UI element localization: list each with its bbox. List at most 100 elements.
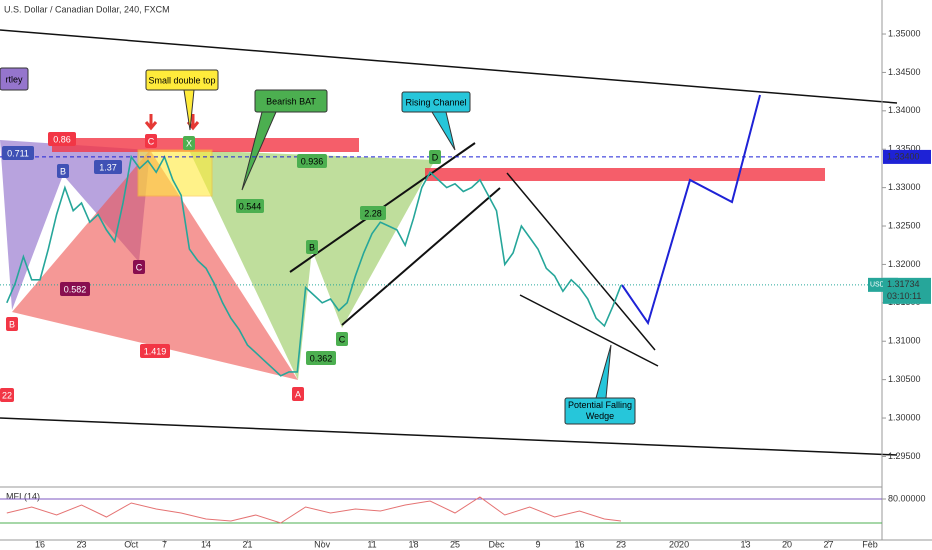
- annotation-box: [140, 344, 170, 358]
- x-tick-label: Dec: [488, 539, 505, 549]
- y-tick-label: 1.33500: [888, 144, 921, 154]
- price-badge: [883, 277, 931, 304]
- annotation: B: [60, 166, 66, 176]
- wedge-line: [519, 294, 659, 367]
- channel-line: [341, 187, 501, 326]
- annotation-box: [292, 387, 304, 401]
- annotation: X: [186, 138, 192, 148]
- annotation: 0.544: [239, 201, 262, 211]
- y-tick-label: 1.29500: [888, 451, 921, 461]
- annotation: C: [339, 334, 346, 344]
- annotation-box: [57, 164, 69, 178]
- annotation: D: [432, 152, 439, 162]
- annotation-box: [0, 67, 29, 91]
- annotation-box: [306, 351, 336, 365]
- x-tick-label: Nov: [314, 539, 331, 549]
- callout-pointer: [183, 89, 195, 131]
- trendline: [0, 29, 898, 104]
- annotation-box: [0, 388, 14, 402]
- x-tick-label: 2020: [669, 539, 689, 549]
- y-tick-label: 1.34500: [888, 67, 921, 77]
- x-tick-label: 7: [162, 539, 167, 549]
- trendline: [0, 417, 898, 456]
- annotation-box: [183, 136, 195, 150]
- x-tick-label: 11: [367, 539, 376, 549]
- annotation-box: [2, 146, 34, 160]
- annotation-line: Potential Falling: [568, 400, 632, 410]
- x-tick-label: Feb: [862, 539, 878, 549]
- x-tick-label: 20: [782, 539, 792, 549]
- wedge-line: [506, 172, 656, 351]
- arrows: [144, 114, 200, 131]
- pattern-red: [12, 150, 298, 380]
- x-tick-label: 23: [616, 539, 626, 549]
- resistance-zone: [52, 138, 359, 152]
- annotation: B: [9, 319, 15, 329]
- annotation-box: [254, 89, 328, 113]
- price-badge-label: 1.31734: [887, 279, 920, 289]
- annotation-box: [236, 199, 264, 213]
- annotation: Bearish BAT: [266, 96, 316, 106]
- x-tick-label: 18: [408, 539, 418, 549]
- annotation-line: Wedge: [586, 411, 614, 421]
- annotation-box: [564, 397, 636, 425]
- price-badge: [883, 149, 931, 164]
- annotation: 0.711: [7, 148, 29, 158]
- annotation-box: [306, 240, 318, 254]
- annotation: 2.28: [364, 208, 382, 218]
- x-tick-label: 9: [535, 539, 540, 549]
- x-tick-label: Oct: [124, 539, 139, 549]
- annotation: 1.419: [144, 346, 167, 356]
- annotation-box: [360, 206, 386, 220]
- double-top-box: [137, 149, 213, 197]
- y-tick-label: 1.30500: [888, 374, 921, 384]
- x-tick-label: 21: [242, 539, 252, 549]
- y-tick-label: 1.32500: [888, 220, 921, 230]
- annotation: C: [148, 136, 155, 146]
- projection: [621, 94, 761, 326]
- price-line: [6, 154, 622, 377]
- y-tick-label: 1.35000: [888, 28, 921, 38]
- x-tick-label: 25: [450, 539, 460, 549]
- price-badge-label: 1.33400: [887, 151, 920, 161]
- annotation: 0.362: [310, 353, 333, 363]
- annotation: C: [136, 262, 143, 272]
- x-tick-label: 16: [574, 539, 584, 549]
- y-tick-label: 1.34000: [888, 105, 921, 115]
- annotation: 1.37: [99, 162, 117, 172]
- annotation-box: [401, 91, 471, 113]
- annotation-box: [133, 260, 145, 274]
- annotation: rtley: [5, 74, 23, 84]
- x-tick-label: 27: [823, 539, 833, 549]
- annotation-box: [145, 134, 157, 148]
- annotation: 0.86: [53, 134, 71, 144]
- pattern-butterfly: [0, 140, 150, 310]
- annotation: Small double top: [148, 75, 215, 85]
- y-tick-label: 1.30000: [888, 412, 921, 422]
- x-tick-label: 23: [76, 539, 86, 549]
- annotation: Rising Channel: [405, 97, 466, 107]
- annotation: 0.936: [301, 156, 324, 166]
- annotation-box: [60, 282, 90, 296]
- annotation: 0.582: [64, 284, 87, 294]
- annotation: 22: [2, 390, 12, 400]
- annotation-box: [145, 69, 219, 91]
- price-line: [6, 496, 622, 524]
- countdown-label: 03:10:11: [887, 291, 921, 301]
- x-tick-label: 16: [35, 539, 45, 549]
- annotation-box: [6, 317, 18, 331]
- indicator-title: MFI (14): [6, 491, 40, 501]
- chart-title: U.S. Dollar / Canadian Dollar, 240, FXCM: [4, 4, 170, 14]
- callout-pointer: [595, 344, 612, 399]
- resistance-zone: [425, 168, 825, 181]
- annotation-box: [429, 150, 441, 164]
- annotation-box: [297, 154, 327, 168]
- annotation-box: [336, 332, 348, 346]
- callout-pointer: [431, 111, 456, 151]
- annotation: B: [309, 242, 315, 252]
- annotation-box: [48, 132, 76, 146]
- callout-pointer: [241, 111, 277, 191]
- x-tick-label: 14: [201, 539, 211, 549]
